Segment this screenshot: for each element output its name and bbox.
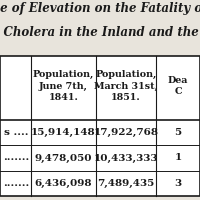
Text: 7,489,435: 7,489,435 — [97, 179, 155, 188]
Text: 1: 1 — [174, 154, 182, 162]
Text: 5: 5 — [174, 128, 182, 137]
Text: Dea
C: Dea C — [168, 76, 188, 96]
Text: .......: ....... — [3, 154, 29, 162]
Text: 10,433,333: 10,433,333 — [94, 153, 158, 163]
Text: m Cholera in the Inland and the C: m Cholera in the Inland and the C — [0, 26, 200, 39]
Text: Population,
March 31st,
1851.: Population, March 31st, 1851. — [94, 70, 158, 102]
Text: .......: ....... — [3, 179, 29, 188]
Bar — [0, 56, 200, 196]
Text: ce of Elevation on the Fatality of: ce of Elevation on the Fatality of — [0, 2, 200, 15]
Text: Population,
June 7th,
1841.: Population, June 7th, 1841. — [33, 70, 94, 102]
Text: 17,922,768: 17,922,768 — [94, 128, 158, 137]
Text: 3: 3 — [174, 179, 182, 188]
Text: 6,436,098: 6,436,098 — [35, 179, 92, 188]
Text: 9,478,050: 9,478,050 — [35, 153, 92, 163]
Text: 15,914,148: 15,914,148 — [31, 128, 96, 137]
Text: s ....: s .... — [4, 128, 29, 137]
